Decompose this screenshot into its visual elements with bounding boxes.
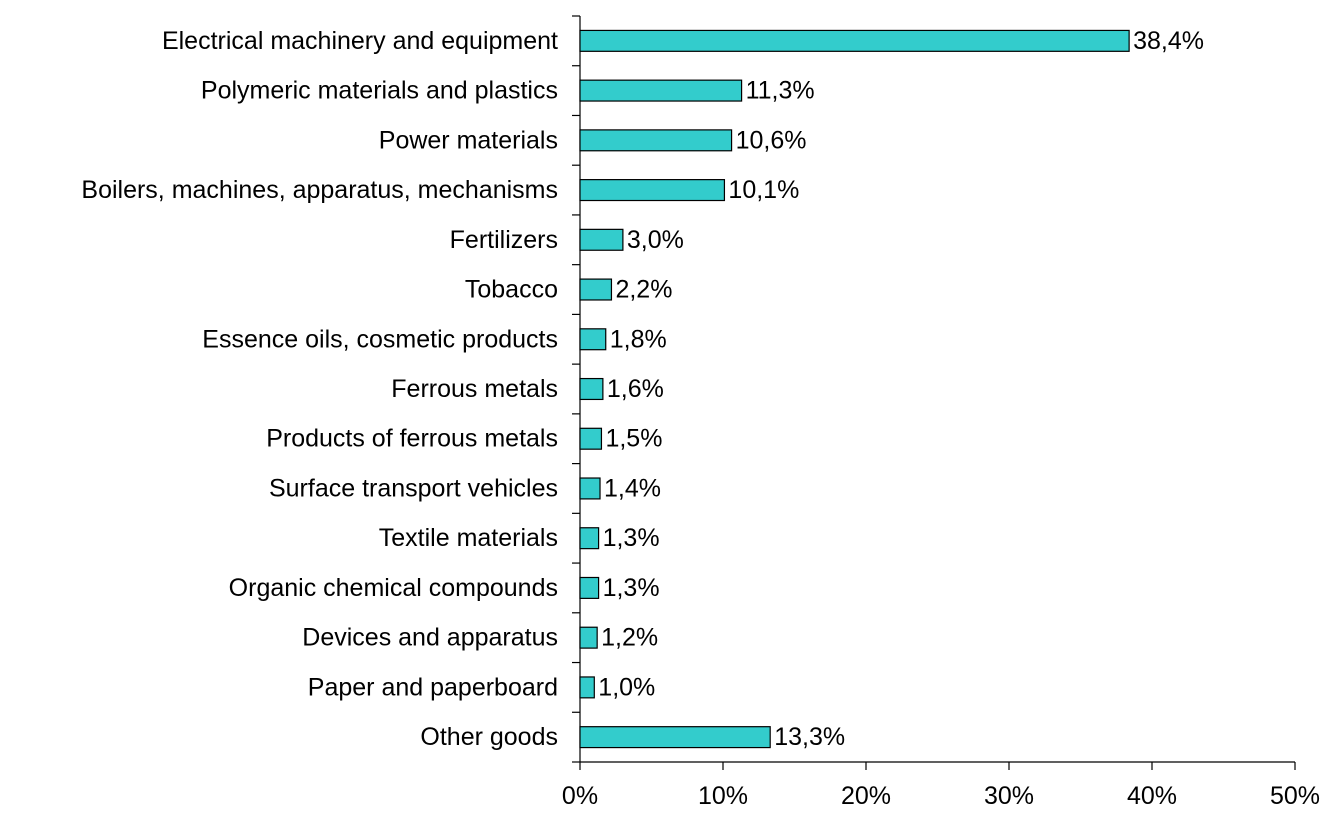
data-label: 1,3%: [603, 574, 660, 602]
data-label: 1,2%: [601, 624, 658, 652]
data-label: 1,0%: [598, 673, 655, 701]
x-axis-ticks: 0% 10% 20% 30% 40% 50%: [562, 762, 1320, 810]
x-tick-label: 40%: [1127, 782, 1177, 810]
category-label: Electrical machinery and equipment: [162, 27, 558, 55]
bar-5: [579, 278, 613, 301]
data-label: 1,4%: [604, 474, 661, 502]
bar-4: [579, 228, 624, 251]
bar-0: [579, 29, 1130, 52]
data-label: 10,6%: [736, 126, 807, 154]
bar-10: [579, 527, 600, 550]
data-label: 1,5%: [605, 425, 662, 453]
category-label: Ferrous metals: [391, 375, 558, 403]
data-label: 13,3%: [774, 723, 845, 751]
category-label: Power materials: [379, 126, 558, 154]
chart-axes: [572, 15, 1295, 763]
x-tick-label: 20%: [841, 782, 891, 810]
category-label: Essence oils, cosmetic products: [202, 325, 558, 353]
category-label: Fertilizers: [450, 226, 558, 254]
data-label: 2,2%: [615, 276, 672, 304]
bar-12: [579, 626, 598, 649]
data-label: 1,3%: [603, 524, 660, 552]
x-tick-label: 30%: [984, 782, 1034, 810]
data-label: 1,6%: [607, 375, 664, 403]
bar-3: [579, 179, 726, 202]
category-label: Surface transport vehicles: [269, 474, 558, 502]
bar-6: [579, 328, 607, 351]
category-label: Paper and paperboard: [308, 673, 558, 701]
category-labels: Electrical machinery and equipment Polyme…: [81, 27, 558, 751]
category-label: Organic chemical compounds: [229, 574, 558, 602]
data-label: 11,3%: [746, 77, 815, 105]
data-label: 1,8%: [610, 325, 667, 353]
bar-9: [579, 477, 601, 500]
category-label: Devices and apparatus: [302, 624, 558, 652]
x-tick-label: 50%: [1270, 782, 1320, 810]
category-label: Other goods: [420, 723, 558, 751]
value-labels: 38,4% 11,3% 10,6% 10,1% 3,0% 2,2% 1,8% 1,6% 1,5%…: [598, 27, 1204, 751]
chart-bars: [579, 29, 1130, 749]
category-label: Products of ferrous metals: [266, 425, 558, 453]
category-label: Textile materials: [379, 524, 558, 552]
bar-13: [579, 676, 595, 699]
bar-14: [579, 726, 771, 749]
bar-2: [579, 129, 733, 152]
data-label: 10,1%: [728, 176, 799, 204]
bar-7: [579, 377, 604, 401]
x-tick-label: 10%: [698, 782, 748, 810]
data-label: 38,4%: [1133, 27, 1204, 55]
category-label: Tobacco: [465, 276, 558, 304]
bar-11: [579, 576, 600, 599]
x-tick-label: 0%: [562, 782, 598, 810]
data-label: 3,0%: [627, 226, 684, 254]
bar-1: [579, 79, 743, 102]
category-label: Boilers, machines, apparatus, mechanisms: [81, 176, 558, 204]
category-label: Polymeric materials and plastics: [201, 77, 558, 105]
bar-8: [579, 427, 603, 450]
